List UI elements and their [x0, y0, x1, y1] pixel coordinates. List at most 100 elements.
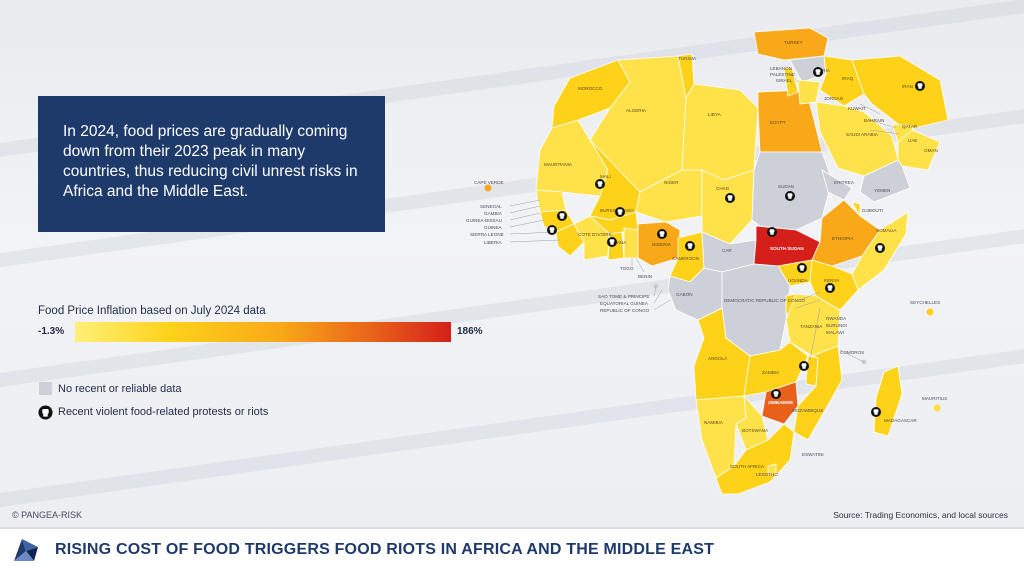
label-kuwait: KUWAIT [848, 106, 866, 111]
label-somalia: SOMALIA [876, 228, 897, 233]
copyright: © PANGEA-RISK [12, 510, 82, 520]
label-south-sudan: SOUTH SUDAN [770, 246, 804, 251]
country-senegal [535, 189, 567, 213]
label-madagascar: MADAGASCAR [884, 418, 917, 423]
country-chad [701, 169, 755, 245]
country-south-africa [715, 423, 795, 495]
riot-marker-chad [725, 193, 735, 203]
riot-marker-somalia [875, 243, 885, 253]
label-south-africa: SOUTH AFRICA [730, 464, 765, 469]
label-zambia: ZAMBIA [762, 370, 780, 375]
label-tanzania: TANZANIA [800, 324, 823, 329]
riot-marker-south-sudan [767, 227, 777, 237]
label-mauritania: MAURITANIA [544, 162, 573, 167]
label-drc: DEMOCRATIC REPUBLIC OF CONGO [724, 298, 806, 303]
footer-title: RISING COST OF FOOD TRIGGERS FOOD RIOTS … [55, 541, 715, 558]
label-liberia: LIBERIA [484, 240, 503, 245]
label-turkey: TURKEY [784, 40, 803, 45]
legend-color-scale [75, 322, 451, 342]
label-jordan: JORDAN [824, 96, 843, 101]
label-bahrain: BAHRAIN [864, 118, 884, 123]
label-equatorial-guinea: EQUATORIAL GUINEA [600, 301, 649, 306]
label-guinea-bissau: GUINEA-BISSAU [466, 218, 502, 223]
label-uae: UAE [908, 138, 917, 143]
label-angola: ANGOLA [708, 356, 728, 361]
label-seychelles: SEYCHELLES [910, 300, 940, 305]
riot-marker-nigeria [657, 229, 667, 239]
country-yemen [859, 159, 911, 203]
riot-marker-ghana [607, 237, 617, 247]
label-namibia: NAMIBIA [704, 420, 724, 425]
label-egypt: EGYPT [770, 120, 786, 125]
label-rep-congo: REPUBLIC OF CONGO [600, 308, 650, 313]
legend-min-label: -1.3% [38, 326, 65, 337]
no-data-swatch [39, 382, 52, 395]
label-yemen: YEMEN [874, 188, 890, 193]
country-lesotho [767, 463, 777, 475]
label-iran: IRAN [902, 84, 913, 89]
label-mali: MALI [600, 174, 611, 179]
label-mauritius: MAURITIUS [922, 396, 947, 401]
no-data-label: No recent or reliable data [58, 383, 182, 395]
country-mauritius [933, 404, 941, 412]
africa-middle-east-map: TUNISIA MOROCCO ALGERIA LIBYA EGYPT MAUR… [466, 27, 949, 495]
riot-marker-malawi [799, 361, 809, 371]
label-zimbabwe: ZIMBABWE [768, 400, 793, 405]
label-eritrea: ERITREA [834, 180, 855, 185]
riot-marker-zimbabwe [771, 389, 781, 399]
country-djibouti [851, 201, 861, 218]
riot-marker-guinea [547, 225, 557, 235]
label-comoros: COMOROS [840, 350, 864, 355]
country-jordan [797, 79, 821, 105]
country-madagascar [873, 365, 903, 437]
riot-marker-syria [813, 67, 823, 77]
label-djibouti: DJIBOUTI [862, 208, 883, 213]
label-libya: LIBYA [708, 112, 722, 117]
riot-label: Recent violent food-related protests or … [58, 406, 269, 418]
country-zimbabwe [761, 381, 799, 425]
label-burundi: BURUNDI [826, 323, 847, 328]
label-qatar: QATAR [902, 124, 918, 129]
label-botswana: BOTSWANA [742, 428, 769, 433]
label-senegal: SENEGAL [480, 204, 502, 209]
riot-marker-cameroon [685, 241, 695, 251]
label-benin: BENIN [638, 274, 652, 279]
label-cameroon: CAMEROON [672, 256, 699, 261]
label-car: CAR [722, 248, 732, 253]
label-cote-divoire: COTE D'IVOIRE [578, 232, 612, 237]
info-text: In 2024, food prices are gradually comin… [63, 123, 358, 200]
label-syria: SYRIA [816, 68, 831, 73]
pangea-logo-icon [14, 539, 38, 561]
label-oman: OMAN [924, 148, 938, 153]
label-tunisia: TUNISIA [678, 56, 697, 61]
country-sierra-leone-liberia [555, 223, 585, 257]
riot-marker-senegal [557, 211, 567, 221]
riot-marker-mali [595, 179, 605, 189]
country-seychelles [926, 308, 934, 316]
country-lebanon-israel [783, 67, 799, 97]
label-algeria: ALGERIA [626, 108, 647, 113]
info-box: In 2024, food prices are gradually comin… [38, 96, 385, 232]
label-sudan: SUDAN [778, 184, 794, 189]
label-rwanda: RWANDA [826, 316, 847, 321]
label-morocco: MOROCCO [578, 86, 603, 91]
label-nigeria: NIGERIA [652, 242, 672, 247]
label-gabon: GABON [676, 292, 693, 297]
label-malawi: MALAWI [826, 330, 844, 335]
label-ethiopia: ETHIOPIA [832, 236, 854, 241]
label-israel: ISRAEL [776, 78, 793, 83]
legend-max-label: 186% [457, 326, 483, 337]
riot-marker-burkina-faso [615, 207, 625, 217]
label-palestine: PALESTINE [770, 72, 795, 77]
riot-marker-sudan [785, 191, 795, 201]
label-eswatini: ESWATINI [802, 452, 824, 457]
footer: RISING COST OF FOOD TRIGGERS FOOD RIOTS … [0, 527, 1024, 567]
riot-marker-madagascar [871, 407, 881, 417]
source-note: Source: Trading Economics, and local sou… [833, 510, 1008, 520]
country-libya [681, 83, 759, 181]
label-togo: TOGO [620, 266, 634, 271]
label-iraq: IRAQ [842, 76, 854, 81]
legend-title: Food Price Inflation based on July 2024 … [38, 305, 266, 317]
label-sao-tome: SAO TOME & PRINCIPE [598, 294, 649, 299]
country-mozambique [793, 345, 843, 441]
